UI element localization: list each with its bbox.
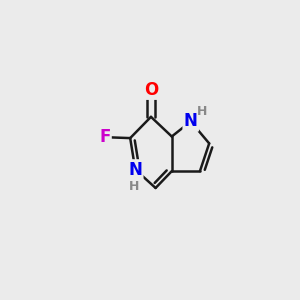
Text: H: H (196, 105, 207, 118)
Text: O: O (144, 81, 158, 99)
Text: H: H (129, 180, 139, 193)
Text: N: N (184, 112, 198, 130)
Text: N: N (128, 160, 142, 178)
Text: F: F (99, 128, 110, 146)
